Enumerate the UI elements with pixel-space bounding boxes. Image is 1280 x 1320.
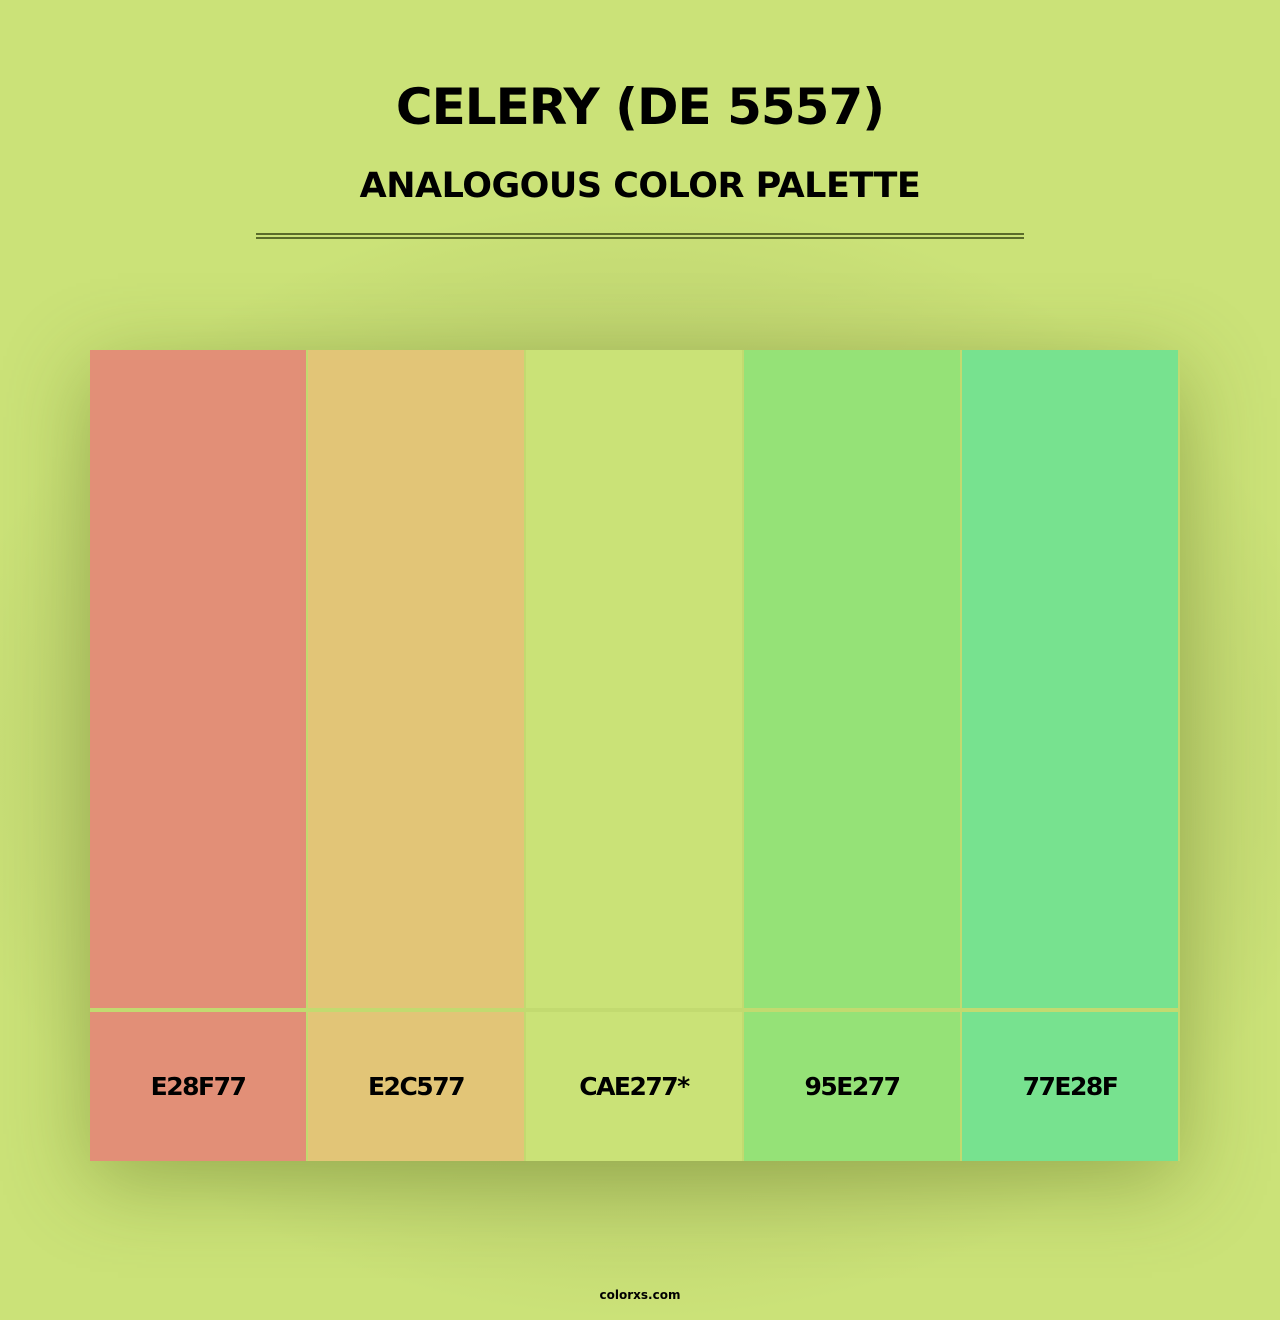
divider [256, 233, 1024, 235]
page-subtitle: ANALOGOUS COLOR PALETTE [359, 166, 921, 206]
swatch-label: 77E28F [962, 1012, 1178, 1161]
swatch-label: 95E277 [744, 1012, 960, 1161]
swatch-color [90, 350, 306, 1008]
swatch-color [962, 350, 1178, 1008]
swatch-color [526, 350, 742, 1008]
swatch[interactable]: 95E277 [744, 350, 960, 1161]
swatch[interactable]: E28F77 [90, 350, 306, 1161]
swatch[interactable]: 77E28F [962, 350, 1178, 1161]
divider [256, 237, 1024, 239]
swatch-color [308, 350, 524, 1008]
color-palette: E28F77 E2C577 CAE277* 95E277 77E28F [90, 350, 1180, 1161]
swatch-color [744, 350, 960, 1008]
swatch-label: CAE277* [526, 1012, 742, 1161]
swatch[interactable]: CAE277* [526, 350, 742, 1161]
swatch[interactable]: E2C577 [308, 350, 524, 1161]
footer-site[interactable]: colorxs.com [599, 1288, 681, 1302]
swatch-label: E2C577 [308, 1012, 524, 1161]
swatch-label: E28F77 [90, 1012, 306, 1161]
page-title: CELERY (DE 5557) [395, 78, 885, 136]
